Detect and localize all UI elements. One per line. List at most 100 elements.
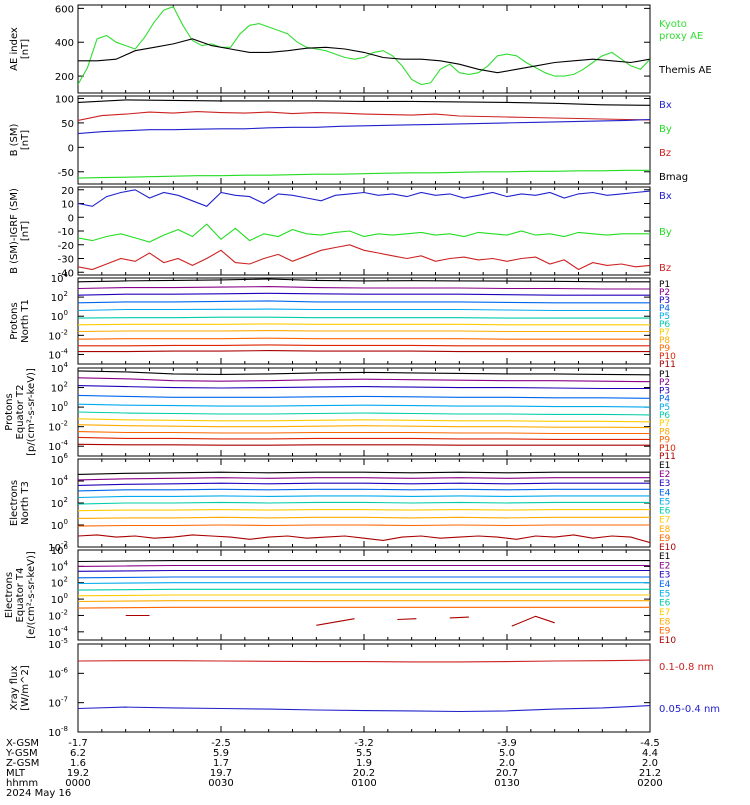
footer-value: -2.5: [211, 738, 231, 749]
legend-entry: E5: [659, 497, 670, 507]
series-line-e9: [78, 606, 650, 609]
series-line-p1: [78, 278, 650, 283]
footer-row-label: X-GSM: [6, 738, 39, 749]
footer-value: 21.2: [639, 768, 661, 779]
footer-row-label: MLT: [6, 768, 26, 779]
legend-entry: Bx: [659, 100, 672, 111]
y-tick-label: 600: [55, 4, 74, 15]
y-tick-label: 100: [51, 518, 68, 532]
panel-xray: 10-8 10-7 10-6 10-5 Xray flux[W/m^2] 0.1-0.8 …: [9, 637, 720, 739]
series-line-p8: [78, 330, 650, 333]
legend-entry: P1: [659, 370, 670, 380]
y-tick-label: 10-7: [48, 696, 68, 710]
panel-frame: [77, 186, 651, 276]
series-line-p9: [78, 431, 650, 435]
y-axis-label: AE index[nT]: [9, 27, 31, 71]
series-line-e10: [316, 618, 355, 626]
legend-entry: By: [659, 227, 672, 238]
legend-entry: P11: [659, 452, 676, 462]
legend-entry: E3: [659, 479, 670, 489]
panel-ae: 200 400 600 AE index[nT] Kyoto proxy AE Themis…: [9, 4, 712, 94]
series-line-e2: [78, 564, 650, 567]
footer-value: 19.2: [67, 768, 89, 779]
legend-entry: Bx: [659, 191, 672, 202]
legend-entry: E1: [659, 552, 670, 562]
footer-row-label: Z-GSM: [6, 758, 39, 769]
y-tick-label: 10-2: [48, 608, 68, 622]
y-axis-label: B (SM)-IGRF (SM)[nT]: [9, 188, 31, 274]
ephemeris-footer: X-GSM -1.7 -2.5 -3.2 -3.9 -4.5 Y-GSM 6.2 5.9 5.5 5…: [5, 738, 663, 799]
legend-entry: P9: [659, 436, 670, 446]
legend-entry: P7: [659, 328, 670, 338]
series-line-e1: [78, 471, 650, 475]
legend-entry: Bz: [659, 263, 671, 274]
footer-value: 0130: [494, 778, 519, 789]
series-line-e6: [78, 501, 650, 505]
series-line-e10: [78, 534, 650, 544]
series-line-p5: [78, 403, 650, 408]
footer-value: 5.5: [356, 748, 372, 759]
series-line-e7: [78, 509, 650, 512]
series-line-p6: [78, 411, 650, 416]
y-tick-label: 0: [68, 143, 74, 154]
series-line-p4: [78, 300, 650, 304]
y-tick-label: -20: [58, 241, 74, 252]
legend-entry: P8: [659, 336, 670, 346]
y-axis-label: ProtonsNorth T1: [9, 299, 31, 343]
y-tick-label: -50: [58, 168, 74, 179]
series-line-themis-ae: [78, 38, 650, 74]
y-tick-label: 106: [51, 452, 69, 466]
series-line-bz: [78, 244, 650, 271]
y-tick-label: 104: [51, 361, 69, 375]
y-tick-label: 10-2: [48, 420, 68, 434]
footer-value: 0000: [65, 778, 90, 789]
footer-value: 2.0: [499, 758, 515, 769]
footer-value: 19.7: [210, 768, 232, 779]
legend-entry: P5: [659, 403, 670, 413]
series-line-e9: [78, 524, 650, 527]
y-tick-label: -40: [58, 268, 74, 279]
legend-entry: P5: [659, 312, 670, 322]
series-line-p8: [78, 424, 650, 429]
footer-value: 1.7: [213, 758, 229, 769]
legend-entry: E8: [659, 617, 671, 627]
series-line-e8: [78, 516, 650, 519]
y-tick-label: 10: [61, 200, 74, 211]
y-tick-label: 10-4: [48, 347, 68, 361]
footer-value: 20.7: [496, 768, 518, 779]
legend-entry: P3: [659, 296, 670, 306]
y-tick-label: -10: [58, 227, 74, 238]
legend-entry: P4: [659, 304, 670, 314]
series-line-e10: [511, 615, 555, 627]
series-line-e8: [78, 600, 650, 603]
footer-row-label: Y-GSM: [5, 748, 38, 759]
footer-value: -1.7: [68, 738, 88, 749]
footer-value: 1.6: [70, 758, 86, 769]
legend-entry: E3: [659, 571, 670, 581]
series-line-e1: [78, 560, 650, 563]
footer-value: 0100: [351, 778, 376, 789]
legend-entry: E7: [659, 516, 670, 526]
footer-date: 2024 May 16: [6, 788, 71, 799]
legend-entry: E5: [659, 589, 670, 599]
legend-entry: By: [659, 124, 672, 135]
legend-entry: E10: [659, 543, 676, 553]
y-tick-label: 104: [51, 271, 69, 285]
series-line-e3: [78, 482, 650, 486]
legend-entry: E4: [659, 580, 671, 590]
series-line-bz: [78, 111, 650, 121]
legend-entry: 0.1-0.8 nm: [659, 662, 714, 673]
legend-entry: P4: [659, 395, 670, 405]
y-tick-label: 50: [61, 119, 74, 130]
series-line-p2: [78, 286, 650, 290]
series-line-p10: [78, 436, 650, 440]
series-line-e4: [78, 576, 650, 579]
series-line-e2: [78, 477, 650, 481]
legend-entry: P10: [659, 352, 676, 362]
panel-dbsm: -40 -30 -20 -10 0 10 20 B (SM)-IGRF (SM)[nT] Bx B…: [9, 186, 672, 280]
series-line-0-05-0-4-nm: [78, 705, 650, 713]
